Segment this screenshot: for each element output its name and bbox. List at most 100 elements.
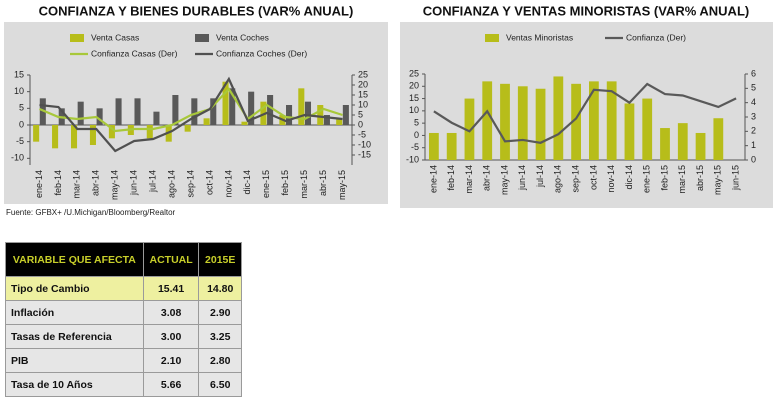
x-tick-label: feb-14 <box>53 170 63 196</box>
x-tick-label: ene-14 <box>428 165 438 193</box>
chart-panel <box>400 22 773 208</box>
chart-title: CONFIANZA Y VENTAS MINORISTAS (VAR% ANUA… <box>423 3 749 18</box>
x-tick-label: dic-14 <box>242 170 252 195</box>
x-tick-label: jul-14 <box>147 170 157 193</box>
bar <box>464 98 475 160</box>
bar <box>713 118 724 160</box>
y2-tick-label: -10 <box>358 139 371 149</box>
x-tick-label: feb-15 <box>659 165 669 191</box>
bar <box>77 101 84 125</box>
bar <box>153 111 160 125</box>
y2-tick-label: 5 <box>751 83 756 93</box>
line <box>39 76 343 153</box>
cell: PIB <box>5 348 144 373</box>
x-tick-label: dic-14 <box>624 165 634 190</box>
legend-label: Venta Coches <box>216 32 269 42</box>
x-tick-label: jun-15 <box>730 165 740 191</box>
y2-tick-label: 20 <box>358 79 368 89</box>
y-tick-label: 25 <box>409 68 419 78</box>
x-tick-label: oct-14 <box>204 170 214 195</box>
bar <box>222 81 229 125</box>
bar <box>248 91 255 125</box>
y-tick-label: 5 <box>19 103 24 113</box>
bar <box>695 132 706 160</box>
y-tick-label: 5 <box>414 118 419 128</box>
x-tick-label: may-15 <box>337 170 347 200</box>
row: Tipo de Cambio 15.41 14.80 <box>5 276 242 301</box>
y2-tick-label: 1 <box>751 140 756 150</box>
bar <box>429 132 439 160</box>
legend-label: Venta Casas <box>91 32 139 42</box>
bar <box>642 98 653 160</box>
x-tick-label: ago-14 <box>166 170 176 198</box>
x-tick-label: mar-15 <box>677 165 687 194</box>
cell: 14.80 <box>198 276 242 301</box>
cell: 6.50 <box>198 372 242 397</box>
bar <box>342 105 349 125</box>
y2-tick-label: 0 <box>751 154 756 164</box>
bar <box>115 98 122 125</box>
bar <box>191 98 198 125</box>
bar <box>677 123 688 160</box>
bar <box>286 105 293 125</box>
bar <box>535 88 546 160</box>
x-tick-label: nov-14 <box>606 165 616 193</box>
y-tick-label: -10 <box>11 153 24 163</box>
bar <box>39 98 46 125</box>
legend-swatch <box>485 34 499 42</box>
legend-swatch <box>70 34 84 42</box>
bar <box>52 125 59 149</box>
y2-tick-label: 2 <box>751 126 756 136</box>
y2-tick-label: 0 <box>358 119 363 129</box>
cell: 3.25 <box>198 324 242 349</box>
cell: 15.41 <box>142 276 200 301</box>
y2-tick-label: 4 <box>751 97 756 107</box>
header-cell: ACTUAL <box>142 242 200 277</box>
x-tick-label: jun-14 <box>517 165 527 191</box>
legend-swatch <box>195 34 209 42</box>
legend-label: Confianza (Der) <box>626 32 686 42</box>
y-tick-label: -10 <box>406 154 419 164</box>
x-tick-label: ene-14 <box>34 170 44 198</box>
cell: 2.90 <box>198 300 242 325</box>
charts: Fuente: GFBX+ /U.Michigan/Bloomberg/Real… <box>4 3 773 217</box>
bar <box>70 125 78 149</box>
cell: 3.00 <box>142 324 200 349</box>
source-note: Fuente: GFBX+ /U.Michigan/Bloomberg/Real… <box>6 208 176 217</box>
y2-tick-label: -15 <box>358 149 371 159</box>
bar <box>482 81 493 160</box>
line <box>39 87 343 133</box>
cell: 5.66 <box>142 372 200 397</box>
row: Tasa de 10 Años 5.66 6.50 <box>5 372 242 397</box>
bar <box>210 98 217 125</box>
x-tick-label: mar-14 <box>464 165 474 194</box>
x-tick-label: nov-14 <box>223 170 233 198</box>
line <box>433 82 737 144</box>
legend-label: Ventas Minoristas <box>506 32 573 42</box>
bar <box>146 125 153 139</box>
x-tick-label: abr-14 <box>482 165 492 191</box>
data-table: VARIABLE QUE AFECTA ACTUAL 2015E Tipo de… <box>5 242 242 397</box>
legend-label: Confianza Coches (Der) <box>216 48 307 58</box>
bar <box>553 76 564 160</box>
bar <box>184 125 191 132</box>
x-tick-label: ene-15 <box>261 170 271 198</box>
bar <box>317 105 324 125</box>
y-tick-label: 0 <box>414 130 419 140</box>
cell: Tasas de Referencia <box>5 324 144 349</box>
bar <box>606 81 617 160</box>
x-tick-label: sep-14 <box>185 170 195 198</box>
bar <box>134 98 141 125</box>
y-tick-label: -5 <box>16 136 24 146</box>
cell: 2.10 <box>142 348 200 373</box>
y2-tick-label: 6 <box>751 68 756 78</box>
bar <box>304 101 312 125</box>
x-tick-label: oct-14 <box>588 165 598 190</box>
x-tick-label: abr-15 <box>318 170 328 196</box>
cell: 3.08 <box>142 300 200 325</box>
x-tick-label: ago-14 <box>553 165 563 193</box>
y-tick-label: -5 <box>411 142 419 152</box>
x-tick-label: mar-14 <box>72 170 82 199</box>
legend-label: Confianza Casas (Der) <box>91 48 178 58</box>
